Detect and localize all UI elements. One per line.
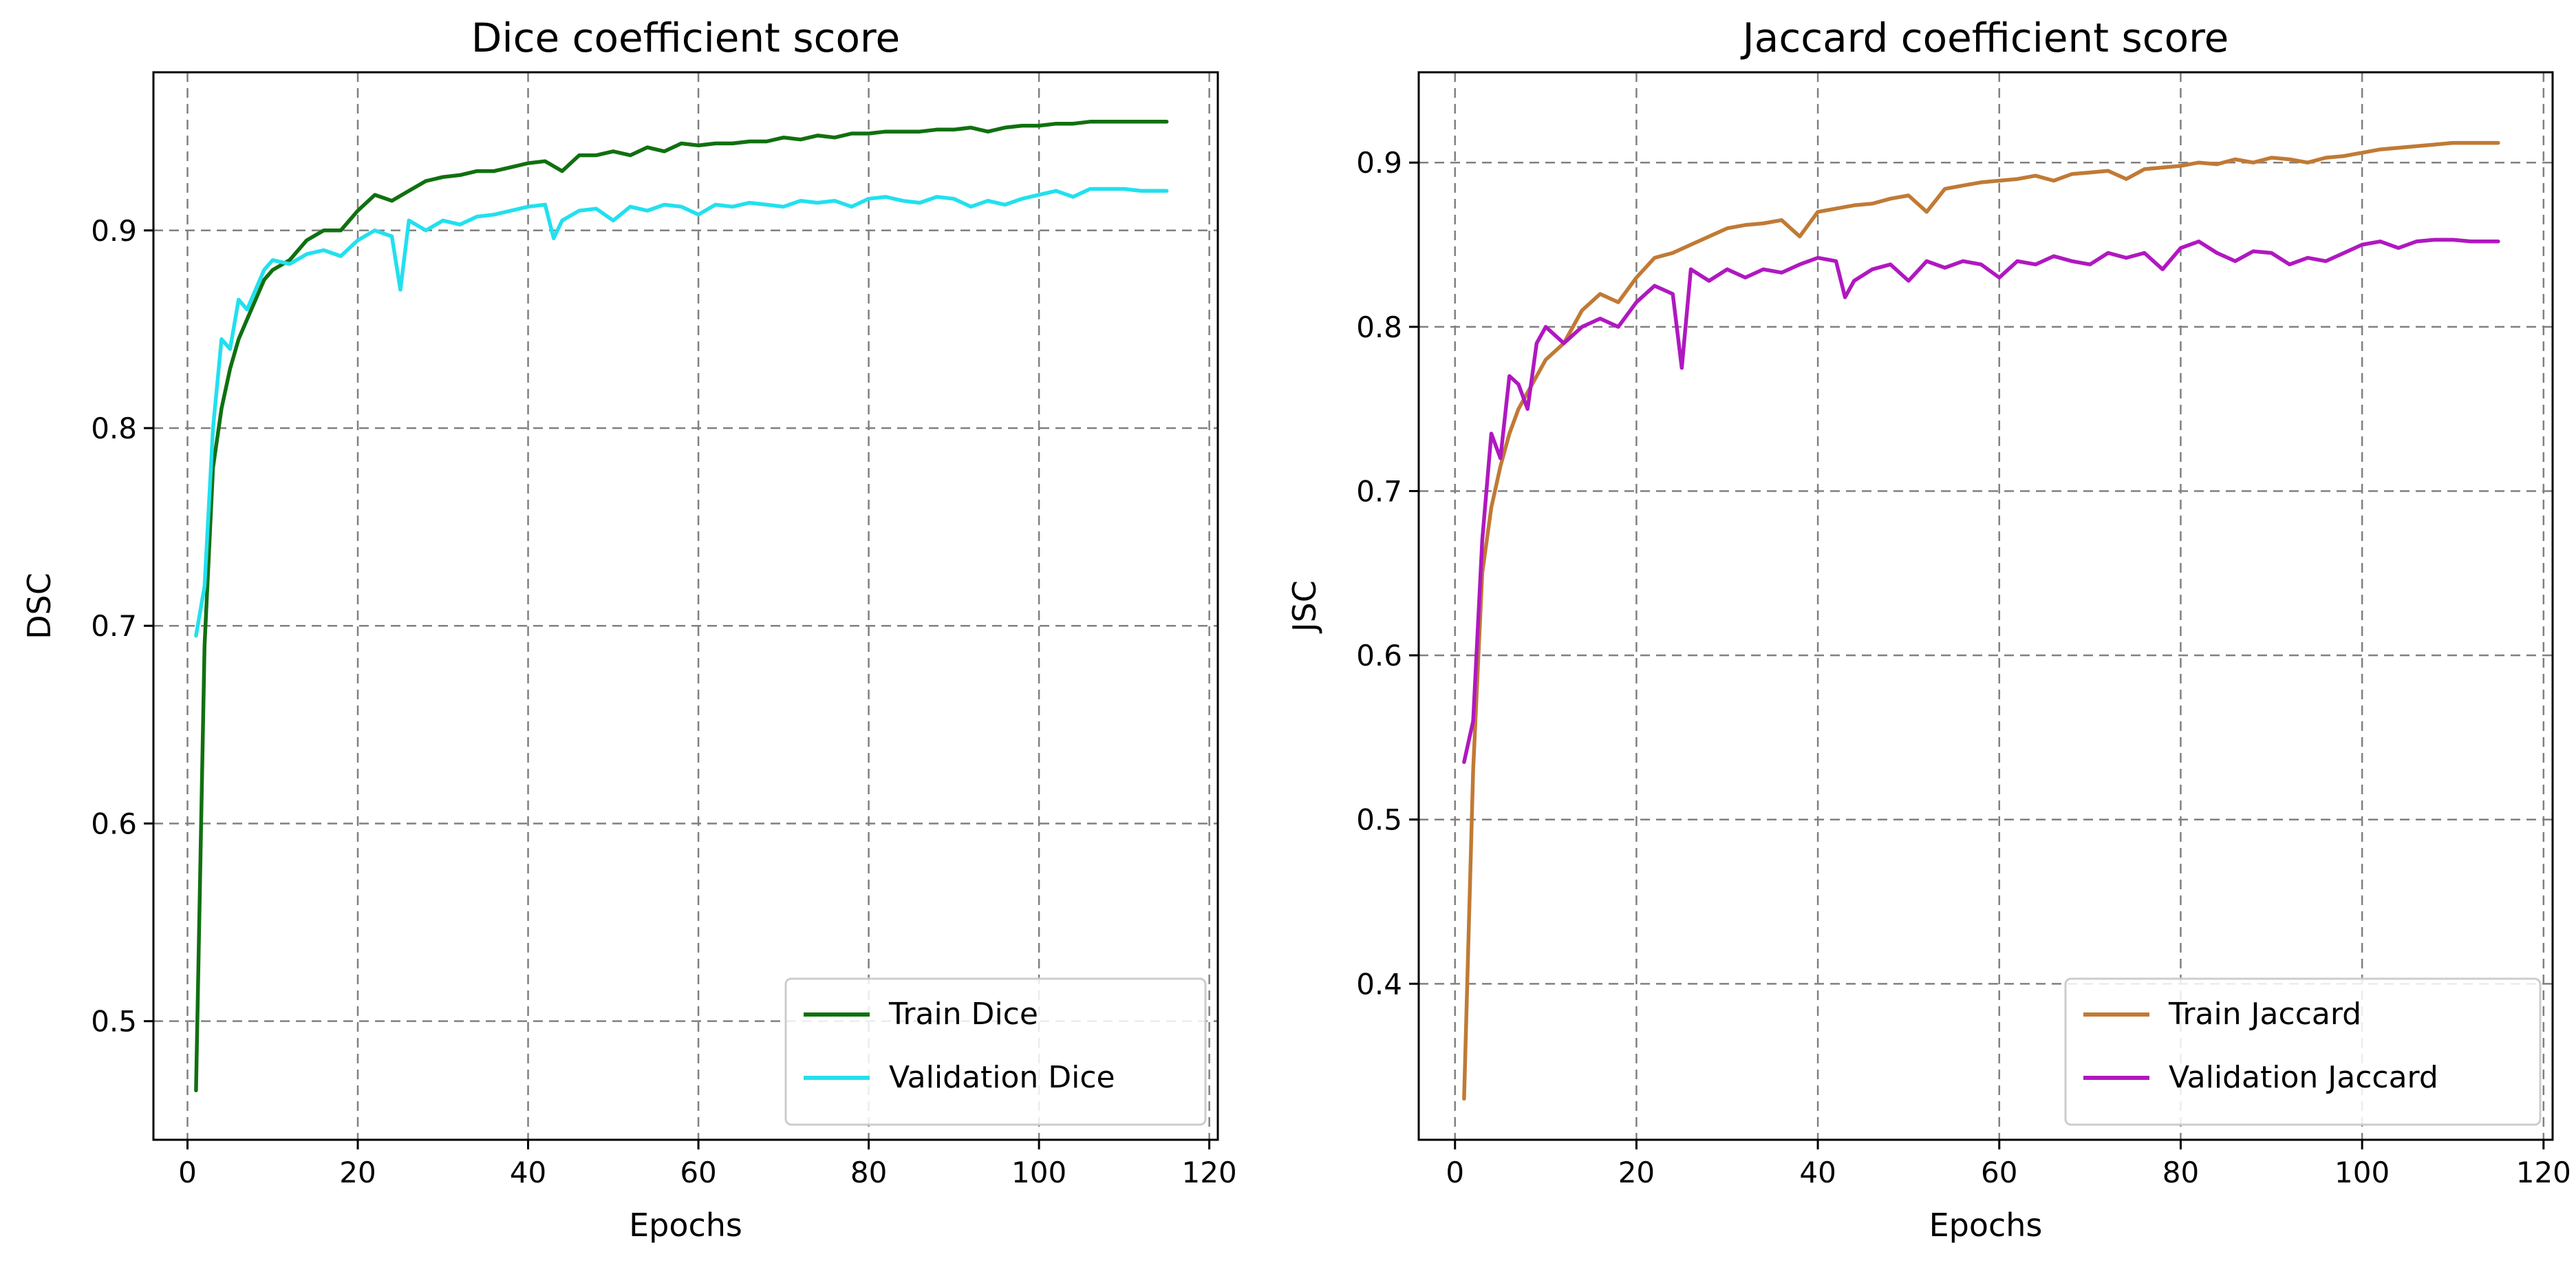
x-tick-label: 120 (1182, 1156, 1237, 1189)
y-tick-label: 0.7 (91, 609, 137, 643)
dice-chart-panel: 0 20 40 60 80 100 120 0.5 0.6 0.7 0.8 0.9 Dice coeff… (21, 14, 1237, 1244)
series-line-validation-dice (194, 187, 1169, 638)
y-tick-label: 0.5 (1356, 803, 1402, 837)
x-axis-label: Epochs (1929, 1207, 2043, 1244)
x-tick-label: 20 (339, 1156, 376, 1189)
series-line-validation-jaccard (1462, 237, 2500, 764)
x-tick-label: 60 (1981, 1156, 2017, 1189)
series-line-train-dice (194, 120, 1169, 1092)
x-tick-label: 100 (2334, 1156, 2390, 1189)
y-tick-label: 0.7 (1356, 474, 1402, 508)
chart-title: Dice coefficient score (471, 14, 900, 61)
legend-label: Train Jaccard (2168, 997, 2361, 1032)
y-tick-label: 0.5 (91, 1005, 137, 1039)
y-tick-label: 0.9 (1356, 146, 1402, 180)
x-tick-label: 0 (178, 1156, 197, 1189)
legend-label: Validation Jaccard (2169, 1060, 2438, 1095)
x-tick-label: 120 (2516, 1156, 2571, 1189)
x-tick-label: 0 (1446, 1156, 1464, 1189)
x-tick-label: 40 (510, 1156, 546, 1189)
y-tick-label: 0.6 (1356, 639, 1402, 672)
y-tick-label: 0.6 (91, 807, 137, 840)
x-tick-label: 80 (850, 1156, 887, 1189)
chart-title: Jaccard coefficient score (1741, 14, 2229, 61)
legend: Train Dice Validation Dice (784, 977, 1207, 1126)
y-tick-label: 0.9 (91, 214, 137, 248)
x-tick-label: 100 (1011, 1156, 1066, 1189)
x-tick-label: 20 (1618, 1156, 1655, 1189)
plot-frame (152, 71, 1219, 1141)
x-tick-label: 40 (1799, 1156, 1836, 1189)
jaccard-chart-panel: 0 20 40 60 80 100 120 0.4 0.5 0.6 0.7 0.8 0.9 Jaccard… (1286, 14, 2571, 1244)
legend: Train Jaccard Validation Jaccard (2064, 977, 2542, 1126)
legend-label: Train Dice (888, 997, 1038, 1032)
legend-box (2064, 977, 2542, 1126)
y-axis-label: DSC (21, 573, 58, 639)
x-axis-label: Epochs (629, 1207, 742, 1244)
legend-box (784, 977, 1207, 1126)
y-tick-label: 0.8 (1356, 310, 1402, 344)
legend-label: Validation Dice (889, 1060, 1115, 1095)
y-axis-label: JSC (1286, 580, 1323, 634)
y-tick-label: 0.8 (91, 412, 137, 445)
y-tick-label: 0.4 (1356, 967, 1402, 1001)
series-line-train-jaccard (1462, 140, 2500, 1101)
plot-frame (1417, 71, 2554, 1141)
x-tick-label: 80 (2162, 1156, 2199, 1189)
x-tick-label: 60 (680, 1156, 716, 1189)
